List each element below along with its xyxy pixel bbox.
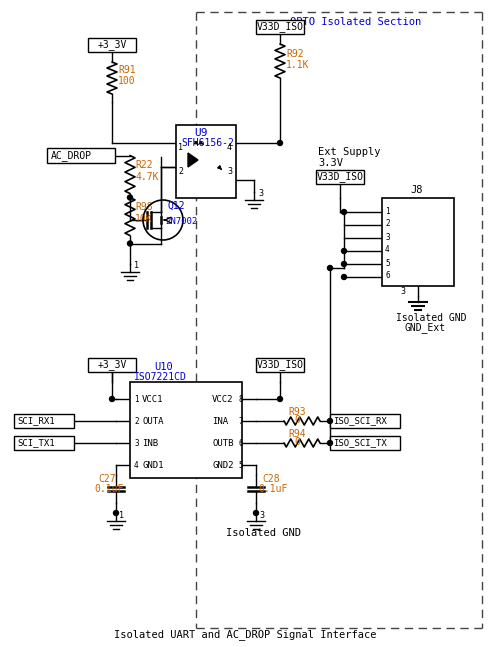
Text: SFH6156-2: SFH6156-2 [181, 138, 234, 148]
Bar [130, 382, 242, 478]
Text: U10: U10 [154, 362, 173, 372]
Text: R93: R93 [288, 407, 306, 417]
Bar [88, 358, 136, 372]
Bar [316, 170, 364, 184]
Text: OPTO Isolated Section: OPTO Isolated Section [290, 17, 421, 27]
Text: +3_3V: +3_3V [98, 360, 127, 371]
Text: 2N7002: 2N7002 [165, 217, 197, 226]
Text: 0.1uF: 0.1uF [94, 484, 123, 494]
Bar [88, 38, 136, 52]
Text: 4: 4 [385, 245, 390, 254]
Text: 7: 7 [238, 417, 243, 426]
Text: C28: C28 [262, 474, 280, 484]
Text: 3.3V: 3.3V [318, 158, 343, 168]
Text: R94: R94 [288, 429, 306, 439]
Text: 5: 5 [385, 259, 390, 267]
Text: INA: INA [212, 417, 228, 426]
Text: OUTA: OUTA [142, 417, 164, 426]
Text: +3_3V: +3_3V [98, 39, 127, 50]
Text: 6: 6 [385, 272, 390, 281]
Bar [176, 125, 236, 198]
Text: J8: J8 [410, 185, 422, 195]
Text: SCI_RX1: SCI_RX1 [17, 417, 54, 426]
Text: 10K: 10K [135, 214, 152, 223]
Text: ISO_SCI_RX: ISO_SCI_RX [333, 417, 387, 426]
Circle shape [327, 441, 333, 446]
Circle shape [277, 140, 283, 146]
Circle shape [342, 261, 346, 267]
Text: 1: 1 [134, 261, 139, 270]
Text: ISO_SCI_TX: ISO_SCI_TX [333, 439, 387, 448]
Text: 1: 1 [385, 206, 390, 215]
Text: 1: 1 [178, 142, 183, 151]
Text: VCC2: VCC2 [212, 395, 234, 404]
Bar [14, 414, 74, 428]
Text: Ext Supply: Ext Supply [318, 147, 381, 157]
Text: VCC1: VCC1 [142, 395, 164, 404]
Text: 3: 3 [385, 232, 390, 241]
Text: OUTB: OUTB [212, 439, 234, 448]
Text: 8: 8 [238, 395, 243, 404]
Circle shape [114, 510, 119, 516]
Text: GND1: GND1 [142, 461, 164, 470]
Bar [330, 414, 400, 428]
Text: 1.1K: 1.1K [286, 60, 310, 70]
Text: Isolated GND: Isolated GND [226, 528, 301, 538]
Text: U9: U9 [194, 128, 207, 138]
Circle shape [327, 265, 333, 270]
Text: 5: 5 [238, 461, 243, 470]
Circle shape [342, 248, 346, 254]
Text: R91: R91 [118, 65, 136, 75]
Text: 0.1uF: 0.1uF [258, 484, 287, 494]
Text: INB: INB [142, 439, 158, 448]
Bar [382, 198, 454, 286]
Bar [14, 436, 74, 450]
Bar [47, 148, 115, 163]
Text: 3: 3 [227, 166, 232, 175]
Text: GND2: GND2 [212, 461, 234, 470]
Text: 3: 3 [134, 439, 139, 448]
Circle shape [109, 397, 115, 402]
Text: AC_DROP: AC_DROP [51, 150, 92, 161]
Circle shape [277, 397, 283, 402]
Text: 3: 3 [259, 510, 264, 520]
Circle shape [342, 210, 346, 215]
Text: 100: 100 [118, 76, 136, 86]
Circle shape [253, 510, 259, 516]
Polygon shape [188, 153, 198, 167]
Circle shape [127, 241, 132, 246]
Text: 6: 6 [238, 439, 243, 448]
Text: 1: 1 [119, 510, 124, 520]
Text: Q12: Q12 [167, 201, 185, 211]
Text: Isolated UART and AC_DROP Signal Interface: Isolated UART and AC_DROP Signal Interfa… [114, 630, 376, 641]
Text: 0: 0 [294, 437, 300, 447]
Text: 2: 2 [178, 166, 183, 175]
Circle shape [342, 274, 346, 280]
Text: R22: R22 [135, 160, 152, 171]
Text: V33D_ISO: V33D_ISO [256, 360, 303, 371]
Bar [256, 358, 304, 372]
Circle shape [327, 419, 333, 424]
Text: V33D_ISO: V33D_ISO [317, 171, 364, 182]
Text: 2: 2 [134, 417, 139, 426]
Text: 3: 3 [258, 190, 263, 199]
Text: 0: 0 [294, 415, 300, 425]
Text: 2: 2 [385, 219, 390, 228]
Text: 4: 4 [134, 461, 139, 470]
Text: 1: 1 [134, 395, 139, 404]
Text: C27: C27 [98, 474, 116, 484]
Text: GND_Ext: GND_Ext [404, 323, 445, 333]
Bar [330, 436, 400, 450]
Text: ISO7221CD: ISO7221CD [134, 372, 187, 382]
Bar [256, 20, 304, 34]
Text: Isolated GND: Isolated GND [396, 313, 466, 323]
Text: V33D_ISO: V33D_ISO [256, 21, 303, 32]
Text: 4: 4 [227, 142, 232, 151]
Text: R92: R92 [286, 49, 304, 59]
Text: R98: R98 [135, 203, 152, 212]
Text: SCI_TX1: SCI_TX1 [17, 439, 54, 448]
Circle shape [127, 195, 132, 200]
Text: 4.7K: 4.7K [135, 171, 158, 182]
Text: 3: 3 [400, 287, 405, 296]
